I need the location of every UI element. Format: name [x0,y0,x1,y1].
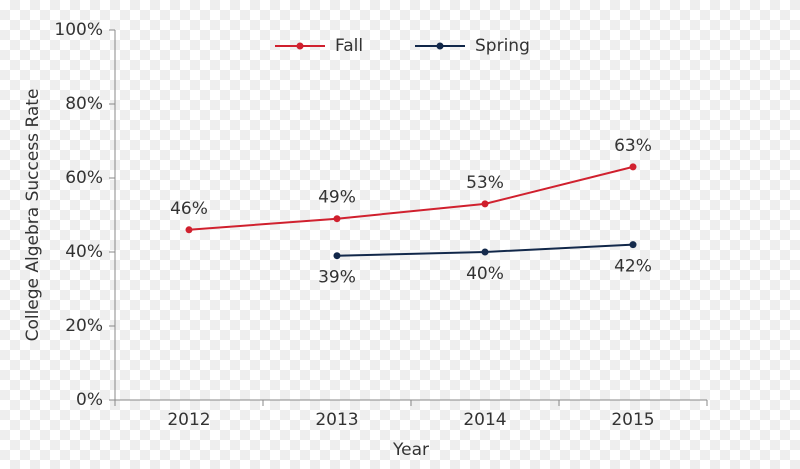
point [185,226,193,234]
y-tick-label: 0% [76,390,103,410]
data-label: 40% [466,264,504,284]
y-axis-label: College Algebra Success Rate [23,89,43,342]
data-label: 39% [318,268,356,288]
x-tick-label: 2013 [315,410,358,430]
legend-label: Spring [475,36,530,56]
y-tick-label: 40% [65,242,103,262]
data-label: 42% [614,257,652,277]
legend-marker [436,42,444,50]
data-label: 46% [170,199,208,219]
legend-label: Fall [335,36,363,56]
x-axis-label: Year [392,440,429,460]
y-tick-label: 20% [65,316,103,336]
legend-marker [296,42,304,50]
y-tick-label: 100% [54,20,103,40]
point [481,200,489,208]
point [629,241,637,249]
x-tick-label: 2012 [167,410,210,430]
series-line [188,165,634,231]
point [629,163,637,171]
point [481,248,489,256]
x-tick-label: 2014 [463,410,506,430]
data-label: 63% [614,136,652,156]
point [333,252,341,260]
y-tick-label: 60% [65,168,103,188]
y-tick-label: 80% [65,94,103,114]
point [333,215,341,223]
data-label: 53% [466,173,504,193]
x-tick-label: 2015 [611,410,654,430]
data-label: 49% [318,188,356,208]
